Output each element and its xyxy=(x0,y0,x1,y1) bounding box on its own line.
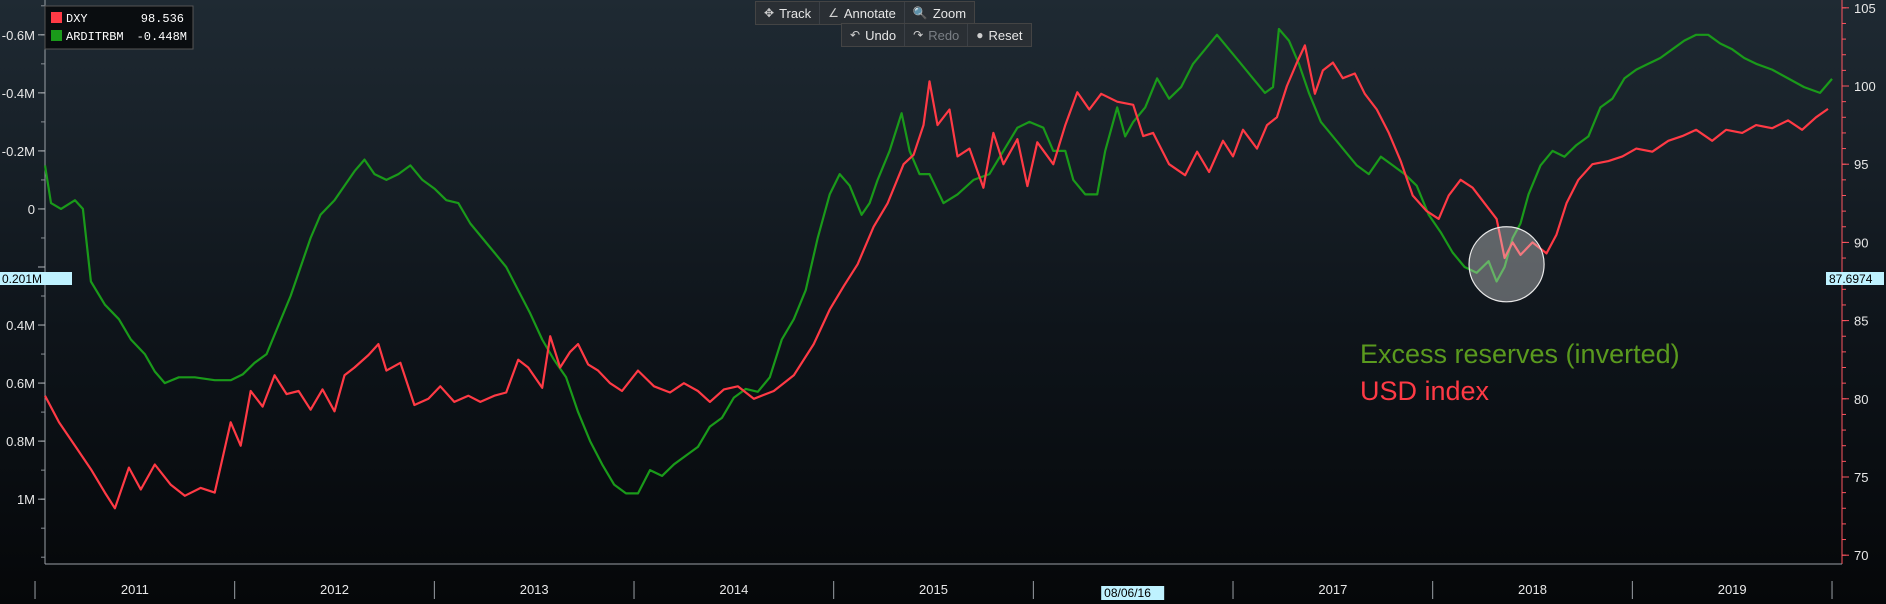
zoom-button[interactable]: 🔍 Zoom xyxy=(905,2,974,24)
right-tick-label: 80 xyxy=(1854,392,1868,407)
left-axis-flag-label: 0.201M xyxy=(2,272,42,286)
undo-button[interactable]: ↶ Undo xyxy=(842,24,906,46)
undo-button-label: Undo xyxy=(865,27,897,43)
legend-swatch-arditrbm xyxy=(51,30,62,41)
history-toolbar: ↶ Undo ↷ Redo ● Reset xyxy=(841,23,1032,47)
series-line-dxy xyxy=(44,44,1829,510)
left-axis: -0.6M -0.4M -0.2M 0 0.4M 0.6M 0.8M 1M xyxy=(2,5,45,558)
x-tick-label: 2013 xyxy=(520,582,549,597)
left-axis-flag: 0.201M xyxy=(0,272,72,286)
right-tick-label: 75 xyxy=(1854,470,1868,485)
chart-toolbar: ✥ Track ∠ Annotate 🔍 Zoom xyxy=(755,1,976,25)
magnifier-icon: 🔍 xyxy=(912,6,928,20)
left-tick-label: -0.4M xyxy=(2,86,35,101)
annotate-button-label: Annotate xyxy=(843,5,896,21)
zoom-button-label: Zoom xyxy=(932,5,967,21)
track-button-label: Track xyxy=(779,5,812,21)
redo-button[interactable]: ↷ Redo xyxy=(905,24,969,46)
x-cursor-flag-label: 08/06/16 xyxy=(1104,586,1151,600)
right-axis-flag: 87.6974 xyxy=(1826,272,1884,286)
right-axis-flag-label: 87.6974 xyxy=(1829,272,1873,286)
right-tick-label: 70 xyxy=(1854,548,1868,563)
left-tick-label: -0.6M xyxy=(2,28,35,43)
highlight-layer xyxy=(1468,226,1545,303)
left-tick-label: 1M xyxy=(17,492,35,507)
x-cursor-flag: 08/06/16 xyxy=(1101,586,1165,600)
x-tick-label: 2017 xyxy=(1318,582,1347,597)
x-axis: 2011 2012 2013 2014 2015 2017 2018 2019 xyxy=(34,581,1833,599)
right-tick-label: 100 xyxy=(1854,79,1876,94)
x-tick-label: 2011 xyxy=(121,582,149,597)
right-tick-label: 90 xyxy=(1854,235,1868,250)
legend-swatch-dxy xyxy=(51,12,62,23)
redo-button-label: Redo xyxy=(928,27,960,43)
legend-name-dxy: DXY xyxy=(66,12,88,26)
reset-icon: ● xyxy=(976,28,984,42)
crosshair-icon: ✥ xyxy=(764,6,775,20)
highlight-circle xyxy=(1468,226,1545,303)
x-tick-label: 2018 xyxy=(1518,582,1547,597)
undo-icon: ↶ xyxy=(850,28,861,42)
x-tick-label: 2012 xyxy=(320,582,349,597)
left-tick-label: 0 xyxy=(28,202,35,217)
series-layer xyxy=(43,27,1833,510)
x-tick-label: 2015 xyxy=(919,582,948,597)
right-tick-label: 85 xyxy=(1854,314,1868,329)
track-button[interactable]: ✥ Track xyxy=(756,2,821,24)
right-tick-label: 105 xyxy=(1854,1,1876,16)
legend-name-arditrbm: ARDITRBM xyxy=(66,30,124,44)
legend-value-dxy: 98.536 xyxy=(141,12,184,26)
annotation-usd-index: USD index xyxy=(1360,376,1490,406)
series-line-arditrbm xyxy=(43,27,1833,495)
redo-icon: ↷ xyxy=(913,28,924,42)
reset-button-label: Reset xyxy=(988,27,1023,43)
legend: DXY 98.536 ARDITRBM -0.448M xyxy=(44,5,194,50)
right-tick-label: 95 xyxy=(1854,157,1868,172)
left-tick-label: 0.6M xyxy=(6,376,35,391)
reset-button[interactable]: ● Reset xyxy=(968,24,1030,46)
pencil-icon: ∠ xyxy=(828,6,839,20)
x-tick-label: 2014 xyxy=(719,582,748,597)
grid-layer xyxy=(44,0,1843,565)
left-tick-label: -0.2M xyxy=(2,144,35,159)
x-tick-label: 2019 xyxy=(1718,582,1747,597)
left-tick-label: 0.8M xyxy=(6,434,35,449)
left-tick-label: 0.4M xyxy=(6,318,35,333)
annotate-button[interactable]: ∠ Annotate xyxy=(820,2,905,24)
legend-value-arditrbm: -0.448M xyxy=(137,30,187,44)
right-axis: 70 75 80 85 90 95 100 105 xyxy=(1842,1,1876,563)
annotation-excess-reserves: Excess reserves (inverted) xyxy=(1360,339,1680,369)
